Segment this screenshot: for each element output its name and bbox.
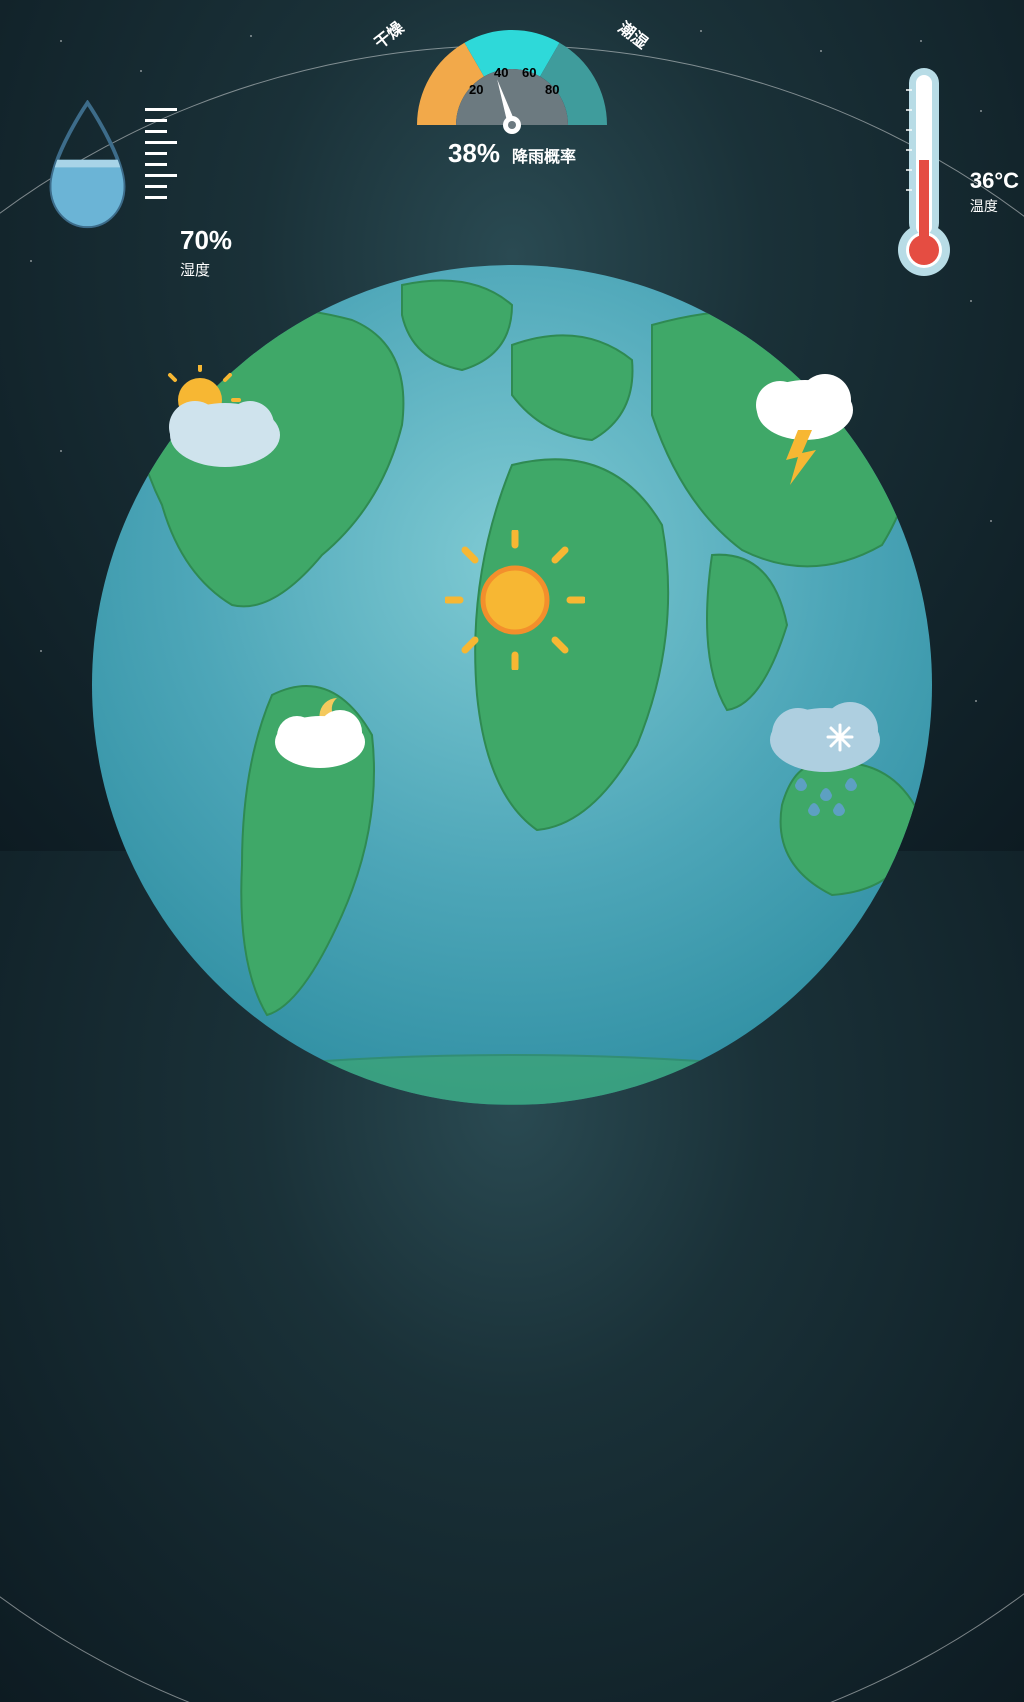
snow-rain-icon bbox=[750, 690, 900, 835]
temperature-value: 36°C bbox=[970, 168, 1019, 194]
thermometer-icon bbox=[894, 60, 954, 280]
gauge-tick-3: 80 bbox=[545, 82, 559, 97]
temperature-readout: 36°C 温度 bbox=[970, 168, 1019, 216]
humidity-widget bbox=[40, 100, 177, 230]
humidity-value: 70% bbox=[180, 225, 232, 256]
gauge-tick-2: 60 bbox=[522, 65, 536, 80]
water-drop-icon bbox=[40, 100, 135, 230]
temperature-label-text: 温度 bbox=[970, 196, 1019, 216]
sun-icon bbox=[445, 530, 585, 675]
thermometer-widget bbox=[894, 60, 954, 285]
gauge-value-label: 降雨概率 bbox=[512, 143, 576, 167]
gauge-icon: 20 40 60 80 bbox=[397, 10, 627, 140]
gauge-readout: 38% 降雨概率 bbox=[448, 138, 576, 169]
moon-cloud-icon bbox=[265, 680, 385, 780]
rain-probability-gauge: 20 40 60 80 bbox=[397, 10, 627, 145]
partly-cloudy-icon bbox=[145, 365, 295, 480]
gauge-tick-0: 20 bbox=[469, 82, 483, 97]
thunderstorm-icon bbox=[740, 365, 870, 490]
gauge-value: 38% bbox=[448, 138, 500, 169]
gauge-tick-1: 40 bbox=[494, 65, 508, 80]
humidity-scale bbox=[145, 100, 177, 199]
